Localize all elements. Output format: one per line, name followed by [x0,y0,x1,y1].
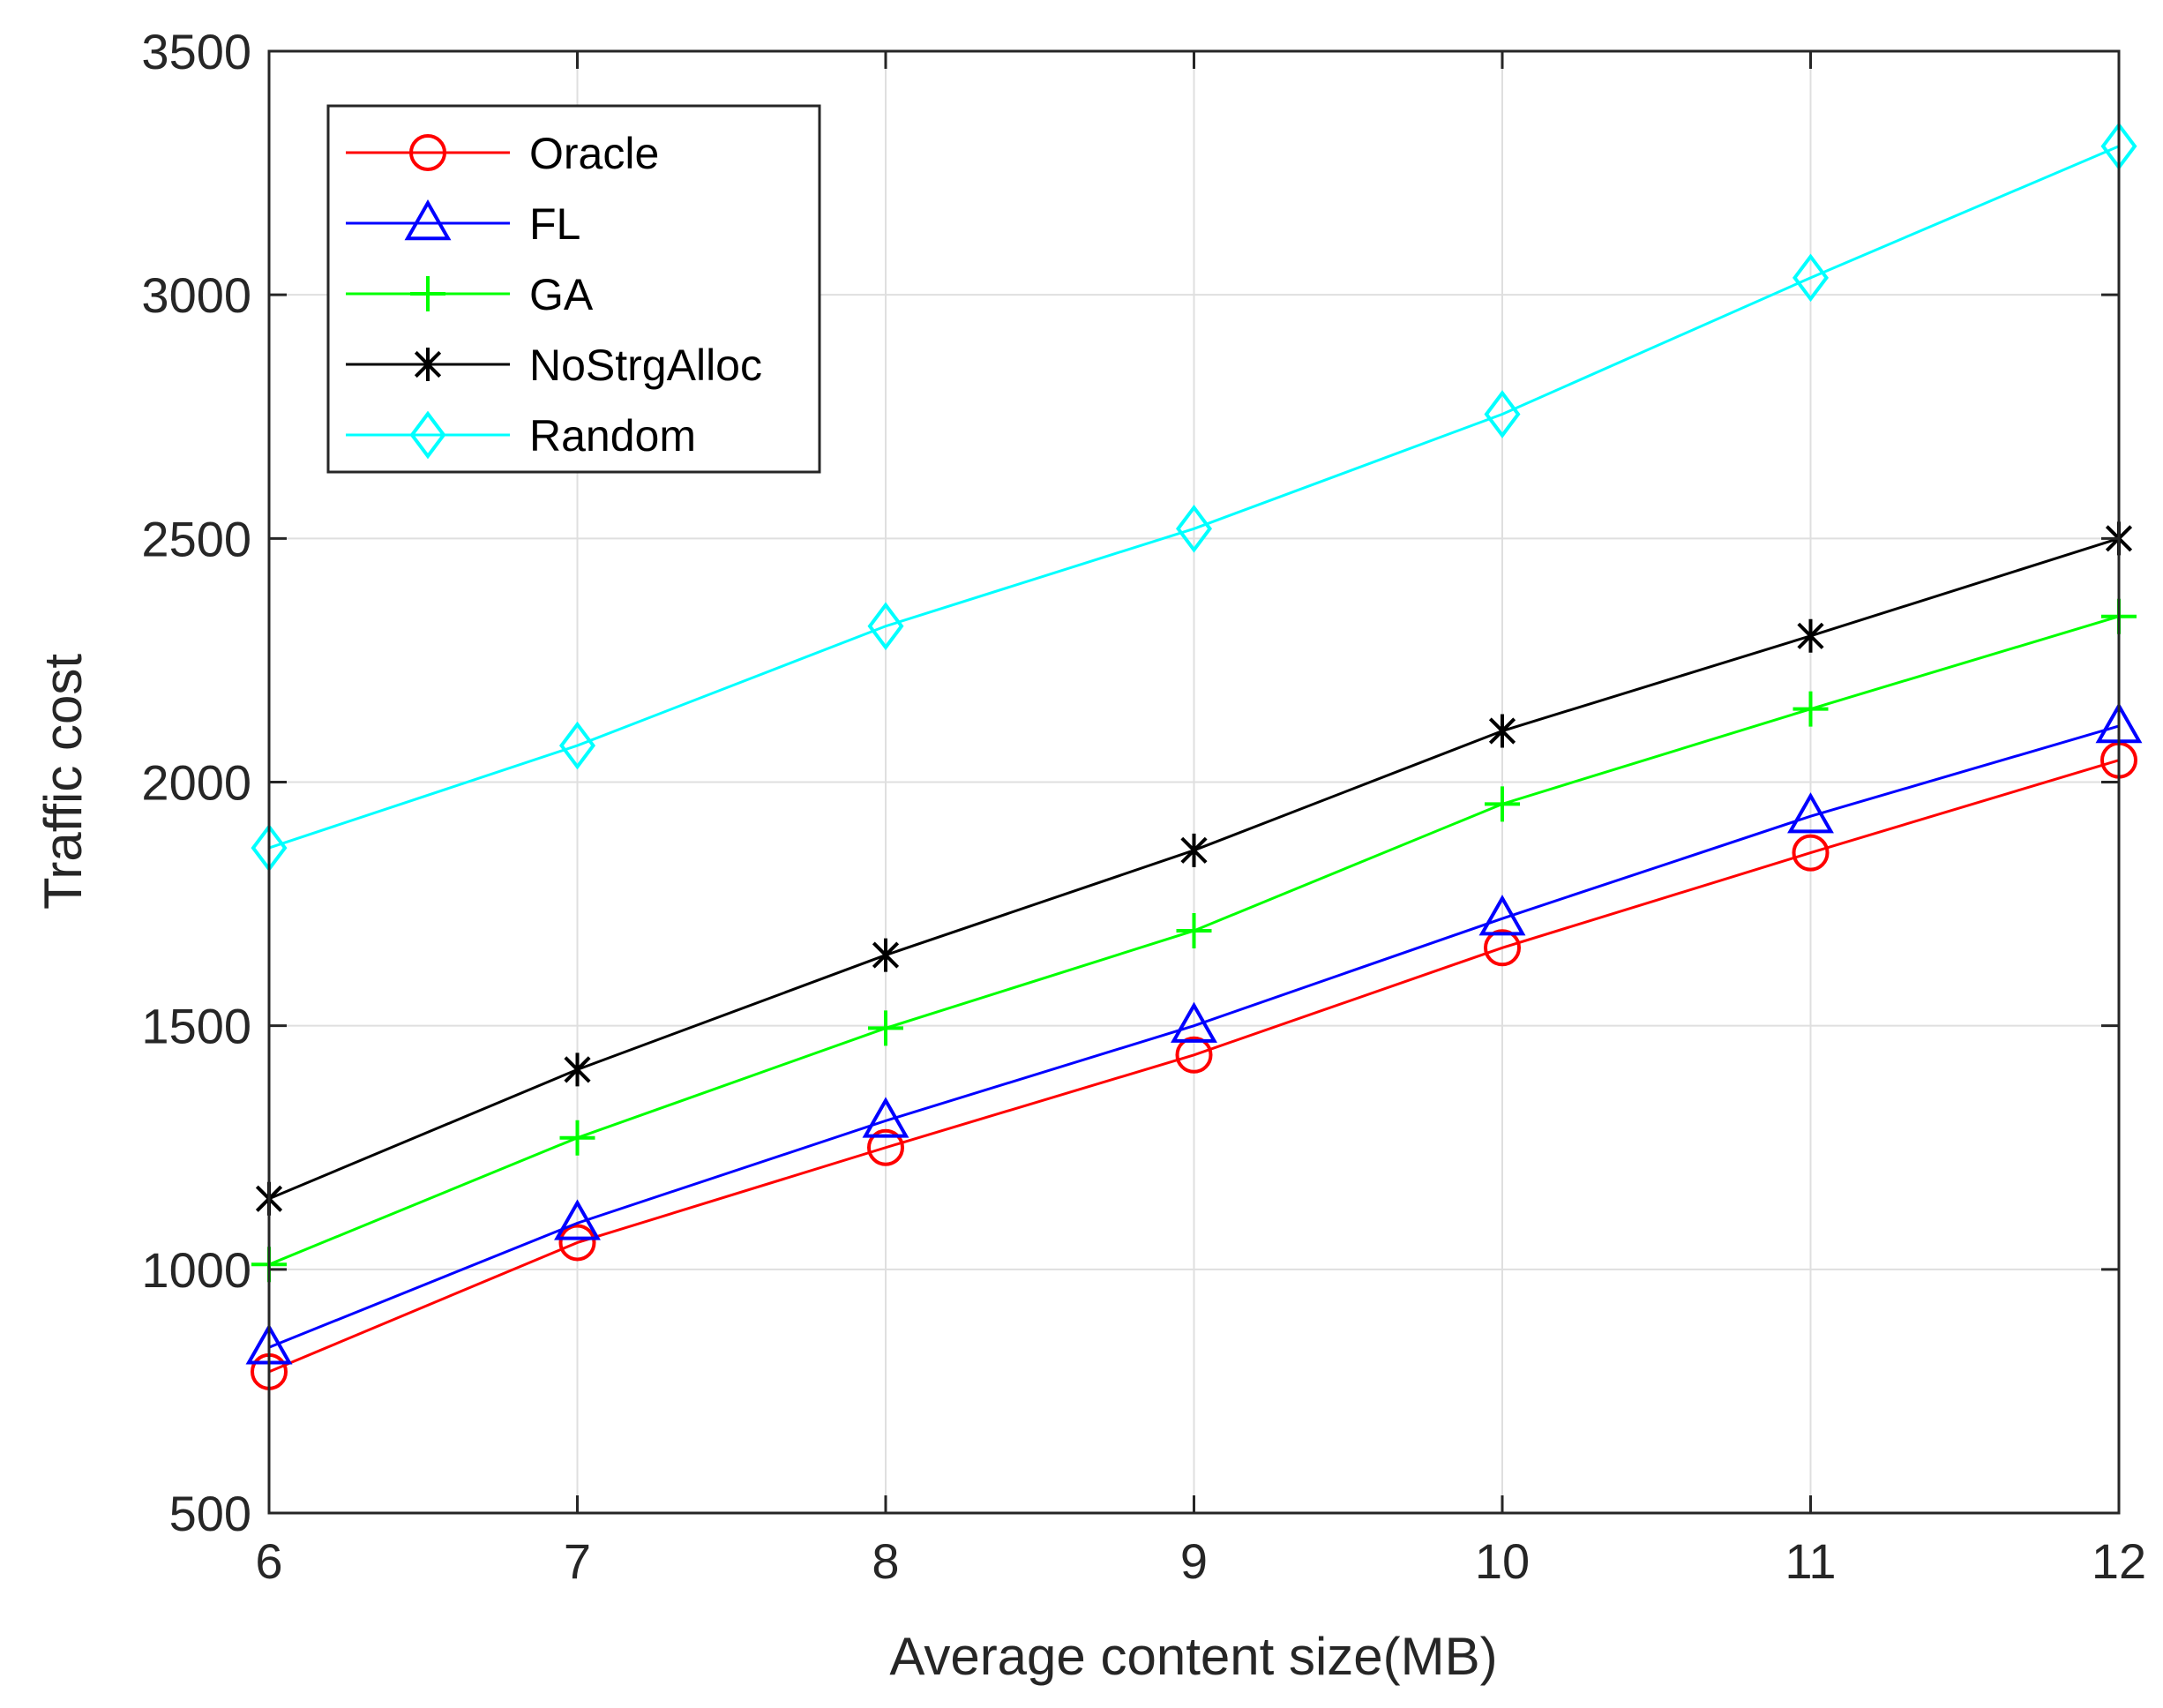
legend-box [326,104,821,474]
tick-labels: 6 7 8 9 10 11 12 500 1000 1500 2000 2500 3000 3500 [141,24,2146,1589]
data-point-random [867,602,904,651]
legend-label: GA [529,270,594,319]
y-tick-label: 500 [169,1486,251,1541]
x-tick-label: 6 [255,1533,282,1589]
legend-marker [409,410,446,460]
data-point-oracle [1484,929,1521,967]
series-oracle [251,741,2137,1390]
y-tick-label: 2500 [141,511,251,566]
data-point-nostrgalloc [872,938,900,972]
data-point-nostrgalloc [564,1053,591,1087]
data-point-random [1176,504,1212,553]
legend-label: Oracle [529,129,659,178]
data-point-oracle [1175,1036,1213,1074]
legend-item-fl: FL [346,199,580,249]
data-point-fl [554,1199,601,1240]
series-line-fl [268,724,2120,1349]
data-point-fl [862,1097,909,1138]
legend-label: Random [529,411,696,461]
y-tick-label: 2000 [141,755,251,811]
legend-marker [404,199,452,241]
legend-marker [409,134,446,171]
y-tick-label: 1500 [141,999,251,1054]
legend-item-random: Random [346,410,696,461]
data-point-fl [1171,1001,1217,1043]
x-tick-label: 7 [564,1533,591,1589]
data-point-random [559,721,595,770]
x-tick-label: 11 [1785,1533,1836,1589]
x-tick-label: 12 [2092,1533,2146,1589]
data-point-ga [559,1120,595,1156]
y-tick-label: 3000 [141,267,251,323]
y-axis-label: Traffic cost [34,654,93,910]
data-point-oracle [867,1128,904,1166]
data-point-nostrgalloc [1488,714,1516,748]
series-line-oracle [268,759,2120,1374]
legend-marker [410,276,445,311]
data-point-ga [1176,912,1212,948]
legend-label: NoStrgAlloc [529,341,762,390]
series-random [251,122,2137,873]
x-axis-label: Average content size(MB) [889,1627,1497,1686]
data-point-random [1793,253,1829,303]
legend: Oracle FL GA NoStrgAlloc Random [326,104,821,474]
y-tick-label: 1000 [141,1242,251,1298]
data-point-nostrgalloc [1797,618,1824,653]
legend-item-oracle: Oracle [346,129,659,178]
data-point-nostrgalloc [1180,833,1208,867]
data-point-fl [1478,895,1526,936]
data-point-random [1484,390,1521,438]
legend-label: FL [529,199,580,249]
x-tick-label: 8 [872,1533,899,1589]
legend-marker [414,348,442,381]
x-tick-label: 10 [1475,1533,1530,1589]
data-point-fl [1787,792,1834,834]
data-point-ga [1485,786,1520,822]
y-tick-label: 3500 [141,24,251,79]
data-point-ga [868,1010,903,1046]
ticks [267,49,2121,1515]
data-point-ga [1793,691,1829,727]
data-point-oracle [558,1224,596,1262]
series-layer [245,122,2143,1390]
legend-item-ga: GA [346,270,594,319]
legend-item-nostrgalloc: NoStrgAlloc [346,341,762,390]
data-point-oracle [1792,834,1830,872]
x-tick-label: 9 [1180,1533,1208,1589]
series-line-random [268,145,2120,850]
